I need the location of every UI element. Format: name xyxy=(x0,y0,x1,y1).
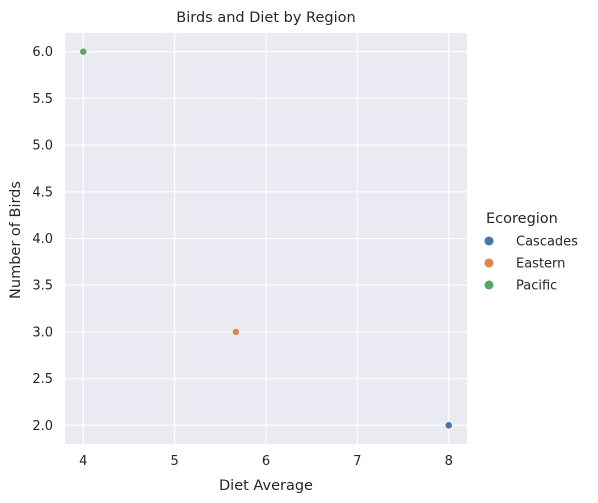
y-tick-labels: 2.0 2.5 3.0 3.5 4.0 4.5 5.0 5.5 6.0 xyxy=(32,45,53,434)
y-tick-label: 6.0 xyxy=(32,45,53,60)
y-tick-label: 4.0 xyxy=(32,232,53,247)
legend-marker xyxy=(484,258,494,268)
legend-label: Cascades xyxy=(516,235,578,250)
y-tick-label: 3.0 xyxy=(32,325,53,340)
legend-title: Ecoregion xyxy=(486,211,558,227)
y-tick-label: 2.0 xyxy=(32,419,53,434)
x-tick-labels: 4 5 6 7 8 xyxy=(79,454,453,469)
data-point-eastern xyxy=(231,328,240,336)
y-tick-label: 4.5 xyxy=(32,185,53,200)
data-point-pacific xyxy=(79,47,88,56)
data-point-cascades xyxy=(444,421,453,430)
chart-title: Birds and Diet by Region xyxy=(176,10,355,26)
legend-item-pacific: Pacific xyxy=(484,279,557,294)
y-tick-label: 5.0 xyxy=(32,139,53,154)
y-axis-title: Number of Birds xyxy=(8,181,24,299)
legend-label: Pacific xyxy=(516,279,557,294)
x-tick-label: 7 xyxy=(353,454,361,469)
legend-item-cascades: Cascades xyxy=(484,235,578,250)
grid-lines xyxy=(65,33,467,444)
x-axis-title: Diet Average xyxy=(219,478,313,494)
legend-label: Eastern xyxy=(516,257,565,272)
y-tick-label: 5.5 xyxy=(32,92,53,107)
legend-marker xyxy=(484,236,494,246)
data-points xyxy=(79,47,453,430)
legend-marker xyxy=(484,280,494,290)
x-tick-label: 8 xyxy=(445,454,453,469)
legend-item-eastern: Eastern xyxy=(484,257,565,272)
y-tick-label: 2.5 xyxy=(32,372,53,387)
x-tick-label: 4 xyxy=(79,454,87,469)
legend: Ecoregion Cascades Eastern Pacific xyxy=(484,211,578,294)
x-tick-label: 5 xyxy=(170,454,178,469)
x-tick-label: 6 xyxy=(262,454,270,469)
y-tick-label: 3.5 xyxy=(32,279,53,294)
